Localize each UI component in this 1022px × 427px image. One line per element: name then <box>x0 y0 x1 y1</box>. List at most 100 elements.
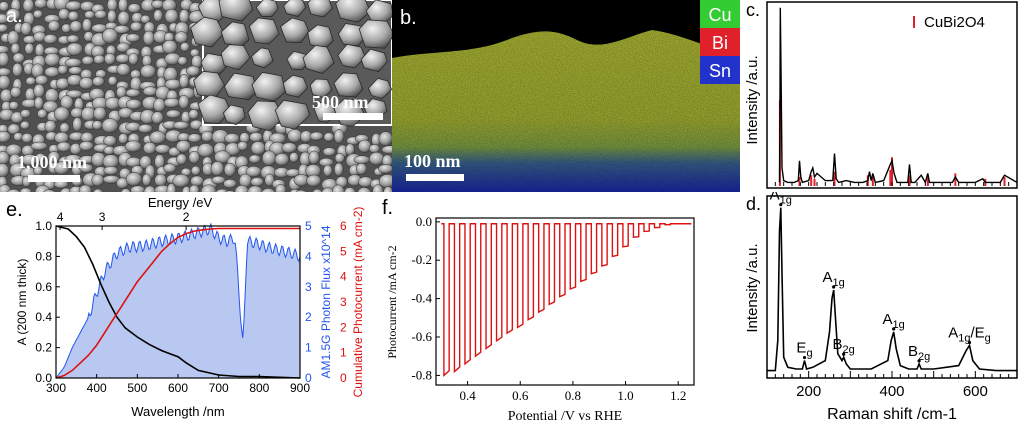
sem-grain <box>180 42 190 52</box>
sem-grain <box>68 66 83 75</box>
sem-grain <box>116 42 131 53</box>
x-tick-label-d: 400 <box>879 383 904 400</box>
sem-grain <box>334 162 344 177</box>
x-tick-label-e: 600 <box>168 381 188 395</box>
sem-grain <box>0 74 11 91</box>
sem-grain <box>200 184 217 192</box>
sem-inset-grain <box>190 16 225 48</box>
ylabel-right1-e: AM1.5G Photon Flux x10^14 <box>319 225 333 378</box>
sem-grain <box>42 189 56 192</box>
x-tick-label-f: 0.4 <box>459 388 476 403</box>
sem-grain <box>249 132 263 143</box>
sem-grain <box>378 131 392 147</box>
y-tick-label-left-e: 1.0 <box>35 219 52 233</box>
panel-b-eds-map: b. Cu Bi Sn 100 nm <box>392 0 740 192</box>
sem-inset-grain <box>255 0 279 18</box>
sem-grain <box>188 184 200 192</box>
sem-grain <box>353 155 371 165</box>
x-tick-label-e: 900 <box>290 381 310 395</box>
sem-grain <box>186 65 201 77</box>
scale-label-eds: 100 nm <box>404 151 461 171</box>
sem-grain <box>355 162 368 176</box>
sem-grain <box>12 52 25 64</box>
sem-grain <box>149 130 167 145</box>
x-tick-label-f: 0.6 <box>512 388 529 403</box>
sem-grain <box>143 185 157 192</box>
sem-inset-grain <box>358 19 392 49</box>
peak-marker <box>892 327 896 331</box>
panel-b-label: b. <box>400 7 417 29</box>
sem-inset-grain <box>283 0 307 17</box>
sem-grain <box>224 190 236 192</box>
sem-grain <box>0 130 11 143</box>
sem-grain <box>115 53 131 64</box>
sem-grain <box>154 144 171 154</box>
sem-grain <box>174 31 189 44</box>
sem-grain <box>69 20 83 33</box>
sem-inset-grain <box>197 94 231 125</box>
sem-grain <box>197 143 215 158</box>
y-tick-label-cum-e: 1 <box>340 346 347 360</box>
sem-grain <box>323 164 333 177</box>
sem-grain <box>215 188 229 192</box>
x-tick-label-e: 700 <box>209 381 229 395</box>
chart-c: c. Intensity /a.u. CuBi2O4 <box>744 0 1018 189</box>
sem-inset-grain <box>218 0 254 22</box>
sem-grain <box>81 55 95 66</box>
peak-label: Eg <box>796 340 812 360</box>
sem-inset-grain <box>302 44 335 74</box>
series-chopped-photocurrent <box>441 223 692 377</box>
sem-grain <box>128 52 139 66</box>
sem-grain <box>0 1 10 12</box>
sem-inset-grain <box>307 0 333 18</box>
top-tick-label-e: 2 <box>183 210 190 224</box>
ylabel-f: Photocurrent /mA cm-2 <box>385 245 399 358</box>
panel-d-label: d. <box>746 194 761 214</box>
peak-label: A1g/Eg <box>948 324 991 344</box>
sem-inset-grain <box>337 43 366 69</box>
sem-grain <box>93 188 103 192</box>
ylabel-c: Intensity /a.u. <box>744 55 761 144</box>
sem-grain <box>322 147 337 157</box>
sem-grain <box>8 101 20 111</box>
legend-swatch-bi <box>700 28 740 56</box>
chart-f: f. 0.4 0.6 0.8 1.0 1.2 -0.8 -0.6 -0.4 -0.2 0.0 Po… <box>382 197 695 424</box>
sem-grain <box>188 150 201 164</box>
sem-grain <box>343 187 356 192</box>
sem-inset-grain <box>223 72 258 101</box>
sem-grain <box>383 186 392 192</box>
sem-grain <box>10 42 21 55</box>
legend-swatch-sn <box>700 56 740 84</box>
sem-grain <box>56 141 72 153</box>
sem-grain <box>234 184 250 192</box>
sem-grain <box>210 161 225 177</box>
sem-grain <box>309 131 324 141</box>
peak-marker <box>917 359 921 363</box>
peak-label: A1g <box>883 311 905 331</box>
y-tick-label-left-e: 0.0 <box>35 371 52 385</box>
sem-grain <box>30 141 49 151</box>
sem-grain <box>20 109 31 119</box>
sem-grain <box>53 161 70 175</box>
panel-d-raman-spectrum: d. Intensity /a.u. 200 400 600 A1g Eg A1g B2g… <box>740 192 1022 427</box>
sem-grain <box>247 185 263 192</box>
sem-grain <box>130 21 143 32</box>
x-tick-label-e: 400 <box>87 381 107 395</box>
sem-grain <box>124 140 142 153</box>
sem-grain <box>274 153 290 166</box>
series-cumulative-photocurrent <box>55 227 300 379</box>
sem-micrograph: a. 1,000 nm 500 nm <box>0 0 392 192</box>
scale-label-main: 1,000 nm <box>17 152 87 172</box>
sem-grain <box>223 179 238 189</box>
sem-grain <box>84 10 96 20</box>
sem-grain <box>143 141 157 155</box>
y-tick-label-flux-e: 2 <box>305 310 312 324</box>
series-flux-fill <box>56 224 300 378</box>
sem-grain <box>117 10 130 26</box>
sem-grain <box>172 121 190 130</box>
sem-grain <box>67 10 80 22</box>
sem-grain <box>357 139 372 153</box>
sem-grain <box>65 0 83 11</box>
ylabel-left-e: A (200 nm thick) <box>15 259 29 346</box>
sem-grain <box>334 152 345 164</box>
